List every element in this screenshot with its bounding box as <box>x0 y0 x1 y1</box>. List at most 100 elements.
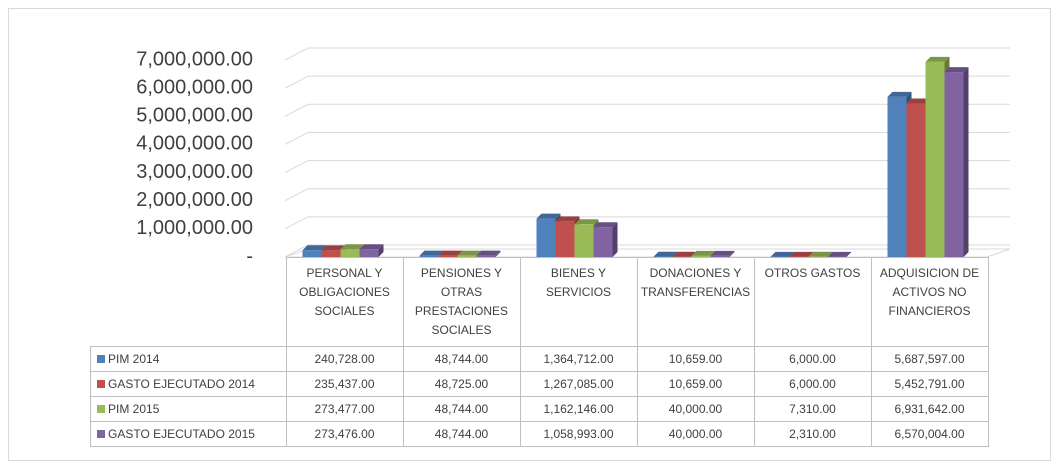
category-label: OTROS GASTOS <box>753 257 872 347</box>
bar-side <box>729 250 735 257</box>
bar <box>555 221 575 257</box>
bar-side <box>846 251 852 257</box>
grid-line <box>284 216 1010 230</box>
bar-top <box>925 56 950 62</box>
grid-line <box>284 188 1010 202</box>
bar <box>419 255 439 257</box>
table-value: 273,477.00 <box>285 396 404 422</box>
bar-top <box>419 250 444 256</box>
grid-line <box>284 47 1010 61</box>
grid-line <box>284 244 1010 258</box>
data-table: PERSONAL Y OBLIGACIONES SOCIALES PENSIONE… <box>90 257 989 447</box>
table-value: 235,437.00 <box>285 371 404 397</box>
category-label: BIENES Y SERVICIOS <box>519 257 638 347</box>
legend-cell: PIM 2014 <box>90 346 287 372</box>
bar-top <box>457 250 482 256</box>
bar-top <box>593 222 618 228</box>
bar <box>710 255 730 257</box>
table-value: 48,744.00 <box>402 421 521 447</box>
table-value: 6,000.00 <box>753 371 872 397</box>
y-tick-label: 7,000,000.00 <box>136 48 253 70</box>
bar-top <box>359 244 384 250</box>
table-value: 48,744.00 <box>402 396 521 422</box>
legend-cell: GASTO EJECUTADO 2014 <box>90 371 287 397</box>
table-value: 1,364,712.00 <box>519 346 638 372</box>
table-value: 2,310.00 <box>753 421 872 447</box>
bar <box>925 61 945 257</box>
y-tick-label: 3,000,000.00 <box>136 161 253 183</box>
bar-side <box>378 244 384 257</box>
table-value: 7,310.00 <box>753 396 872 422</box>
bar-top <box>887 91 912 97</box>
bar-top <box>944 67 969 73</box>
bar-side <box>612 222 618 257</box>
bar-top <box>906 98 931 104</box>
table-value: 273,476.00 <box>285 421 404 447</box>
bar <box>359 249 379 257</box>
category-label: PENSIONES Y OTRAS PRESTACIONES SOCIALES <box>402 257 521 347</box>
bar <box>438 255 458 257</box>
bar-side <box>495 250 501 257</box>
series-row: GASTO EJECUTADO 2014 235,437.00 48,725.00 1… <box>90 371 989 397</box>
bar-top <box>302 245 327 251</box>
table-value: 40,000.00 <box>636 421 755 447</box>
chart-frame <box>8 8 1051 461</box>
bar <box>340 249 360 257</box>
bar <box>691 255 711 257</box>
bar-top <box>789 251 814 257</box>
series-row: PIM 2015 273,477.00 48,744.00 1,162,146.00 4… <box>90 396 989 422</box>
bar <box>906 103 926 258</box>
bar-top <box>827 251 852 257</box>
legend-label: PIM 2015 <box>108 402 160 416</box>
bar-top <box>672 251 697 257</box>
bar-top <box>710 250 735 256</box>
bar-top <box>340 244 365 250</box>
bar-side <box>963 67 969 257</box>
bar-top <box>321 245 346 251</box>
blank-cell <box>90 257 287 347</box>
table-value: 40,000.00 <box>636 396 755 422</box>
table-value: 240,728.00 <box>285 346 404 372</box>
series-row: GASTO EJECUTADO 2015 273,476.00 48,744.00 1… <box>90 421 989 447</box>
bar <box>476 255 496 257</box>
series-row: PIM 2014 240,728.00 48,744.00 1,364,712.00 1… <box>90 346 989 372</box>
header-row: PERSONAL Y OBLIGACIONES SOCIALES PENSIONE… <box>90 257 989 347</box>
table-value: 1,058,993.00 <box>519 421 638 447</box>
bar-top <box>653 251 678 257</box>
bar <box>944 72 964 257</box>
grid-line <box>284 131 1010 145</box>
bar-top <box>536 213 561 219</box>
category-label: PERSONAL Y OBLIGACIONES SOCIALES <box>285 257 404 347</box>
legend-cell: GASTO EJECUTADO 2015 <box>90 421 287 447</box>
bar <box>536 218 556 257</box>
grid-line <box>284 75 1010 89</box>
bar <box>593 227 613 257</box>
bar-top <box>808 251 833 257</box>
bar-top <box>555 216 580 222</box>
legend-label: GASTO EJECUTADO 2014 <box>108 377 255 391</box>
bar <box>321 250 341 257</box>
legend-swatch <box>97 405 105 413</box>
table-value: 6,000.00 <box>753 346 872 372</box>
table-value: 1,162,146.00 <box>519 396 638 422</box>
bar-top <box>770 251 795 257</box>
legend-label: PIM 2014 <box>108 352 160 366</box>
grid-line <box>284 103 1010 117</box>
category-label: DONACIONES Y TRANSFERENCIAS <box>636 257 755 347</box>
y-tick-label: 4,000,000.00 <box>136 133 253 155</box>
grid-line <box>284 160 1010 174</box>
bar-top <box>438 250 463 256</box>
y-tick-label: 5,000,000.00 <box>136 105 253 127</box>
table-value: 48,725.00 <box>402 371 521 397</box>
bar <box>574 224 594 257</box>
category-label: ADQUISICION DE ACTIVOS NO FINANCIEROS <box>870 257 989 347</box>
legend-swatch <box>97 430 105 438</box>
y-tick-label: 6,000,000.00 <box>136 76 253 98</box>
table-value: 1,267,085.00 <box>519 371 638 397</box>
legend-swatch <box>97 380 105 388</box>
legend-cell: PIM 2015 <box>90 396 287 422</box>
bar-top <box>574 219 599 225</box>
table-value: 48,744.00 <box>402 346 521 372</box>
bar <box>302 250 322 257</box>
